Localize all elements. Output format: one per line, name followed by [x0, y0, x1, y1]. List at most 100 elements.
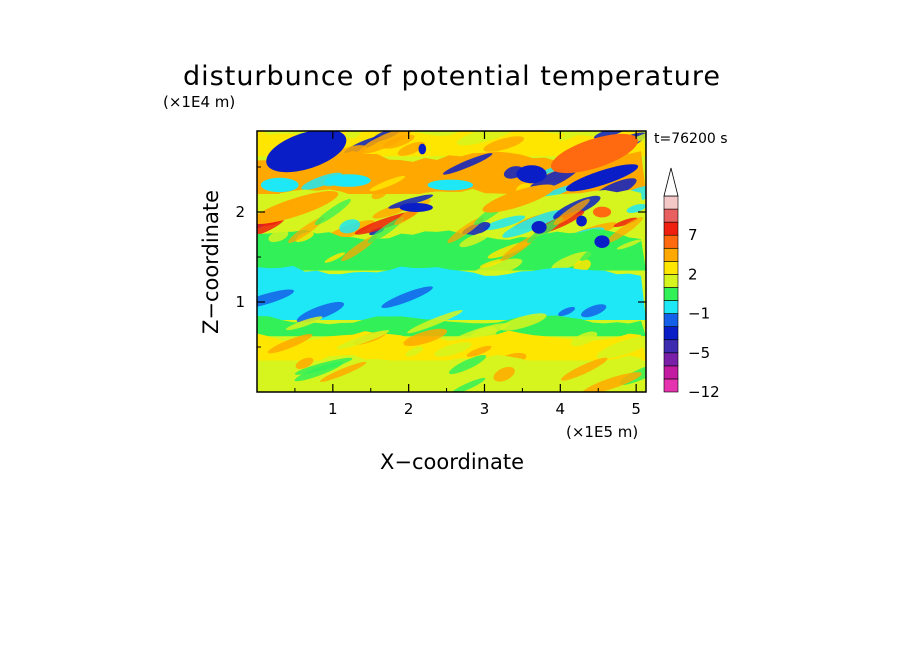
field-streak [461, 222, 491, 237]
contour-feature [325, 174, 371, 187]
contour-feature [266, 131, 347, 173]
contour-feature [592, 206, 612, 218]
field-streak [450, 377, 486, 392]
x-tick-label: 5 [631, 400, 641, 418]
field-streak [268, 230, 289, 243]
field-streak [388, 194, 434, 209]
colorbar-swatch [663, 313, 679, 327]
contour-field [257, 131, 646, 392]
field-streak [499, 313, 547, 331]
time-label: t=76200 s [654, 131, 728, 147]
y-axis: 12 [235, 166, 646, 348]
field-streak [502, 209, 563, 238]
field-streak [448, 355, 487, 375]
contour-feature [399, 203, 433, 212]
field-streak [626, 203, 646, 214]
colorbar-swatch [663, 274, 679, 288]
colorbar-swatch [663, 261, 679, 275]
field-band [257, 265, 646, 320]
field-streak [336, 330, 390, 350]
field-streak [466, 345, 492, 357]
field-streak [558, 131, 593, 141]
field-streak [459, 232, 490, 248]
x-tick-label: 1 [328, 400, 338, 418]
colorbar: −12−5−127 [663, 167, 720, 401]
colorbar-swatch [663, 247, 679, 262]
colorbar-label: 2 [688, 265, 698, 283]
x-axis-label: X−coordinate [380, 450, 524, 474]
y-tick-label: 1 [235, 293, 245, 311]
x-tick-label: 4 [556, 400, 566, 418]
colorbar-label: −12 [688, 383, 720, 401]
colorbar-extend-arrow [663, 167, 679, 197]
field-streak [339, 219, 361, 234]
colorbar-swatch [663, 339, 679, 354]
field-streak [560, 357, 608, 381]
colorbar-swatch [663, 234, 679, 249]
y-tick-label: 2 [235, 203, 245, 221]
field-streak [596, 335, 646, 359]
field-streak [405, 346, 423, 357]
x-unit-label: (×1E5 m) [566, 423, 638, 441]
field-band [257, 228, 646, 271]
field-streak [294, 357, 353, 375]
field-streak [359, 131, 412, 154]
field-streak [483, 215, 526, 231]
chart-title: disturbunce of potential temperature [183, 61, 721, 92]
contour-feature [516, 165, 547, 184]
field-streak [570, 331, 598, 347]
colorbar-swatch [663, 352, 679, 367]
x-tick-label: 2 [404, 400, 414, 418]
contour-feature [418, 143, 427, 155]
colorbar-swatch [663, 365, 679, 380]
field-streak [295, 357, 314, 369]
field-streak [479, 259, 504, 268]
field-streak [580, 304, 607, 318]
field-streak [285, 316, 323, 331]
field-streak [483, 136, 525, 152]
colorbar-swatch [663, 326, 679, 341]
contour-feature [260, 177, 299, 193]
field-streak [381, 286, 433, 308]
field-streak [257, 289, 295, 309]
field-streak [369, 176, 405, 192]
colorbar-swatch [663, 208, 679, 223]
wave-streak [553, 198, 590, 226]
colorbar-swatch [663, 195, 679, 210]
field-streak [345, 131, 362, 139]
wave-streak [606, 216, 643, 244]
colorbar-label: 7 [688, 226, 698, 244]
field-streak [434, 342, 472, 357]
field-streak [493, 366, 515, 382]
field-streak [573, 259, 591, 273]
field-streak [582, 372, 642, 392]
wave-streak [314, 198, 351, 226]
contour-feature [565, 164, 639, 192]
plot-frame [256, 130, 647, 393]
field-streak [558, 306, 576, 317]
field-streak [296, 301, 345, 323]
contour-feature [550, 133, 638, 174]
field-band [257, 315, 646, 337]
colorbar-swatch [663, 300, 679, 314]
field-streak [320, 361, 367, 382]
field-streak [468, 258, 523, 281]
field-streak [442, 153, 493, 175]
field-streak [407, 310, 463, 334]
y-unit-label: (×1E4 m) [163, 93, 235, 111]
colorbar-swatch [663, 221, 679, 236]
field-streak [551, 251, 592, 270]
contour-feature [576, 215, 587, 227]
contour-feature [594, 235, 610, 248]
contour-feature [531, 221, 547, 234]
field-streak [371, 189, 387, 200]
colorbar-label: −5 [688, 344, 710, 362]
field-streak [267, 333, 313, 354]
field-streak [456, 131, 519, 146]
field-streak [397, 141, 425, 156]
contour-feature [427, 179, 474, 191]
field-streak [616, 239, 642, 250]
field-streak [294, 231, 314, 242]
x-tick-label: 3 [480, 400, 490, 418]
field-streak [324, 252, 346, 263]
